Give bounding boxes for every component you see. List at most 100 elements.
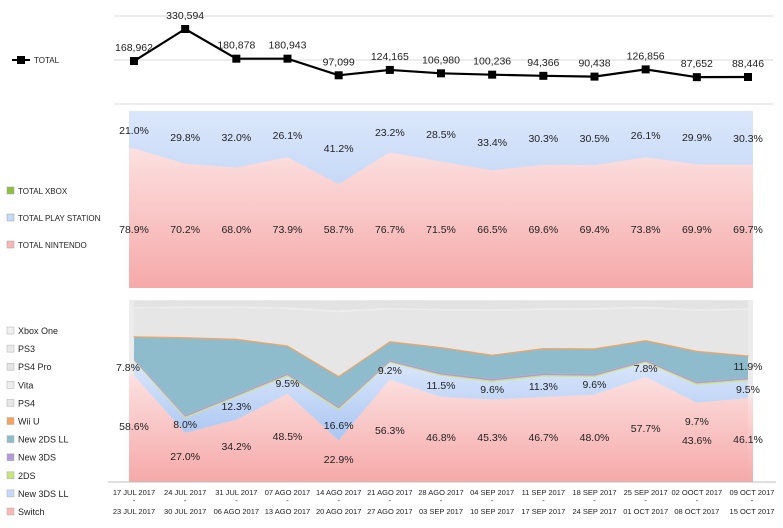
area-ps4 (134, 307, 748, 376)
area-ps4-pro (134, 300, 748, 311)
legend-label: PS4 Pro (18, 362, 52, 372)
x-tick-separator: - (184, 496, 187, 505)
legend-label: Switch (18, 507, 45, 517)
playstation-share-label: 41.2% (324, 143, 354, 155)
area-xbox-one (134, 299, 748, 301)
total-data-label: 180,878 (217, 40, 255, 52)
x-tick-separator: - (542, 496, 545, 505)
total-point (181, 25, 190, 33)
area-wii-u (133, 335, 749, 378)
switch-share-label: 27.0% (170, 451, 200, 463)
total-data-label: 87,652 (681, 58, 713, 70)
x-tick-separator: - (491, 496, 494, 505)
legend-swatch (6, 399, 15, 407)
x-tick-separator: - (337, 496, 340, 505)
legend-swatch (6, 435, 15, 443)
total-data-label: 100,236 (473, 56, 511, 68)
switch-share-label: 34.2% (221, 441, 251, 453)
x-tick-label-start: 04 SEP 2017 (470, 488, 514, 497)
new-3ds-ll-share-label: 8.0% (173, 419, 197, 431)
new-3ds-ll-share-label: 7.8% (116, 362, 140, 374)
nintendo-share-label: 66.5% (477, 224, 507, 236)
x-tick-label-end: 06 AGO 2017 (214, 507, 259, 516)
legend-label: Xbox One (18, 326, 58, 336)
switch-share-label: 58.6% (119, 421, 149, 433)
x-tick-label-end: 30 JUL 2017 (164, 507, 206, 516)
console-share-chart: 58.6% 27.0% 34.2% 48.5% 22.9% 56.3% 46.8% 45.3%… (6, 299, 763, 517)
total-data-label: 126,856 (627, 50, 665, 62)
total-point (641, 65, 650, 74)
x-tick-separator: - (235, 496, 238, 505)
legend-swatch (6, 326, 15, 335)
new-3ds-ll-share-label: 12.3% (221, 401, 251, 413)
total-point (488, 70, 497, 79)
nintendo-share-label: 69.9% (682, 224, 712, 236)
legend-swatch (6, 453, 15, 461)
nintendo-share-label: 70.2% (170, 224, 200, 236)
x-tick-separator: - (593, 496, 596, 505)
x-tick-label-end: 23 JUL 2017 (113, 507, 155, 516)
nintendo-share-label: 76.7% (375, 224, 405, 236)
legend-label: PS4 (18, 398, 35, 408)
legend-swatch (6, 240, 15, 249)
playstation-share-label: 33.4% (477, 137, 507, 149)
area-new-2ds-ll (134, 336, 748, 416)
total-data-label: 106,980 (422, 54, 460, 66)
x-tick-label-end: 24 SEP 2017 (572, 507, 616, 516)
legend-swatch (6, 507, 15, 516)
total-line-chart: 168,962 330,594 180,878 180,943 97,099 124,16… (12, 10, 773, 105)
legend-label: New 3DS (18, 453, 56, 463)
x-tick-separator: - (389, 496, 392, 505)
x-tick-separator: - (751, 496, 754, 505)
new-3ds-ll-share-label: 11.3% (529, 381, 558, 393)
total-point (130, 57, 138, 66)
area-vita (134, 306, 748, 313)
x-tick-label-start: 09 OCT 2017 (730, 488, 775, 497)
playstation-share-label: 29.9% (682, 132, 712, 144)
new-3ds-ll-share-label: 9.5% (736, 384, 760, 396)
switch-share-label: 43.6% (682, 435, 712, 447)
total-data-label: 88,446 (732, 58, 764, 70)
area-switch (134, 375, 748, 482)
total-data-label: 168,962 (115, 42, 153, 54)
playstation-share-label: 30.5% (580, 133, 610, 145)
legend-label: Vita (18, 380, 33, 390)
total-point (590, 72, 599, 81)
total-point (283, 54, 292, 63)
switch-share-label: 48.0% (580, 432, 610, 444)
area-ps3 (134, 300, 748, 301)
total-point (692, 73, 701, 82)
total-point (437, 69, 445, 78)
legend-swatch (6, 362, 15, 371)
total-point (539, 71, 548, 80)
total-point (232, 54, 241, 63)
switch-share-label: 48.5% (273, 431, 303, 443)
playstation-share-label: 29.8% (170, 132, 200, 144)
x-tick-label-start: 25 SEP 2017 (624, 488, 668, 497)
legend-swatch (6, 471, 15, 480)
legend-label: TOTAL XBOX (18, 187, 68, 196)
area-switch-edge-right (748, 398, 753, 482)
legend-swatch (6, 417, 15, 425)
x-tick-label-start: 24 JUL 2017 (164, 488, 206, 497)
nintendo-share-label: 58.7% (324, 224, 354, 236)
total-data-label: 94,366 (527, 57, 559, 69)
legend-label: TOTAL NINTENDO (18, 241, 87, 250)
total-data-label: 180,943 (269, 40, 307, 52)
playstation-share-label: 23.2% (375, 127, 405, 139)
nintendo-share-label: 69.4% (580, 224, 610, 236)
x-tick-separator: - (133, 496, 136, 505)
new-3ds-ll-share-label: 16.6% (324, 420, 354, 432)
area-new-3ds-ll (134, 361, 748, 441)
x-tick-separator: - (286, 496, 289, 505)
legend-swatch (6, 213, 15, 222)
legend-swatch (6, 344, 15, 353)
legend-label: PS3 (18, 344, 35, 354)
x-tick-label-start: 07 AGO 2017 (265, 488, 310, 497)
switch-share-label: 57.7% (631, 423, 661, 435)
x-tick-label-start: 02 OOCT 2017 (671, 488, 722, 497)
legend-label: New 2DS LL (18, 435, 69, 445)
legend-label: 2DS (18, 471, 36, 481)
new-3ds-ll-share-label: 9.2% (378, 365, 402, 377)
